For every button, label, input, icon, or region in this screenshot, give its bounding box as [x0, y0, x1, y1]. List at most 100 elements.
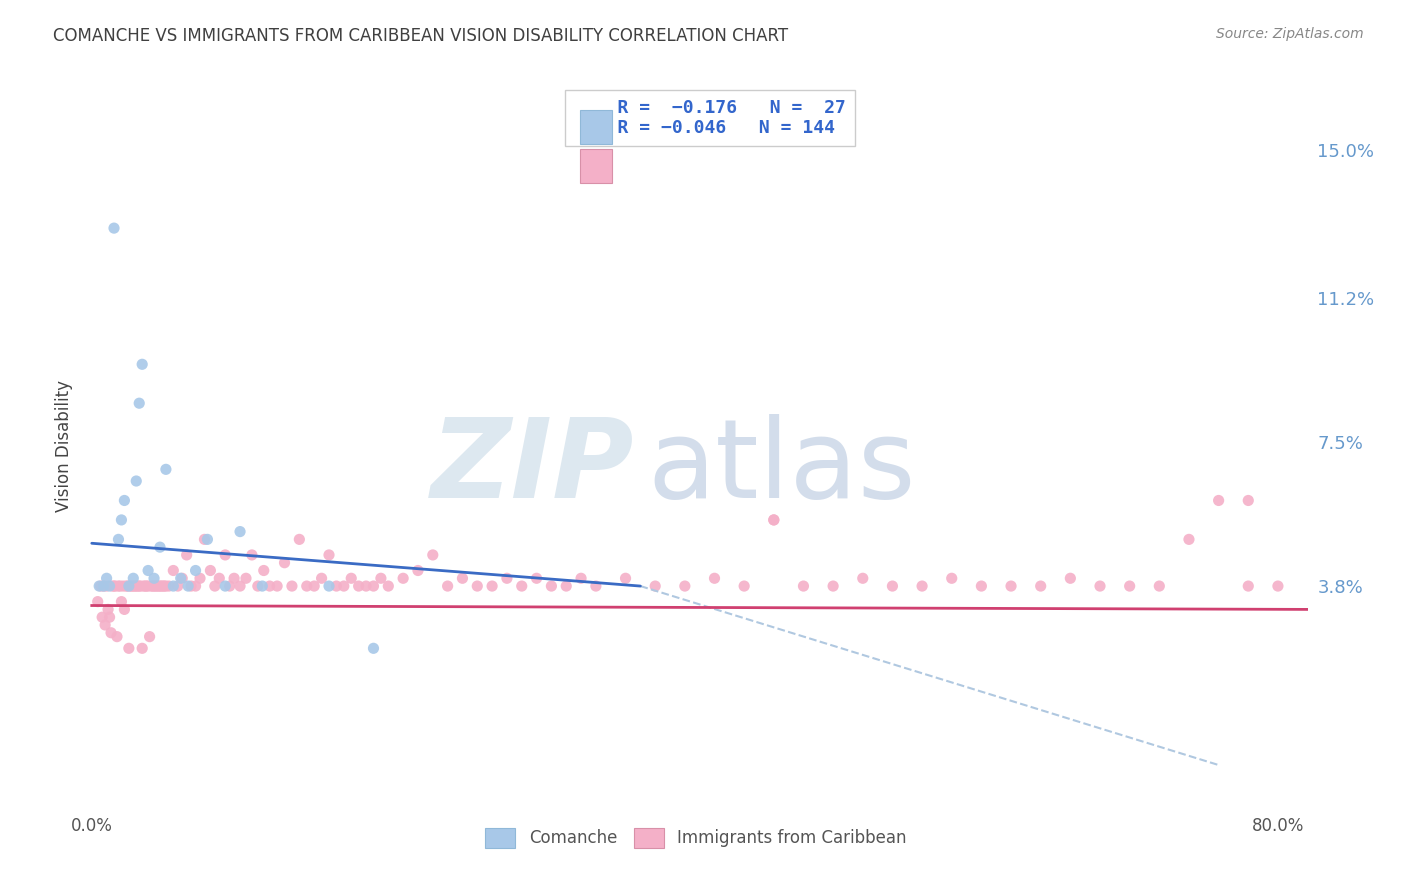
Point [762, 513, 785, 527]
Point [240, 548, 263, 562]
Point [363, 641, 385, 656]
Point [302, 579, 325, 593]
Point [218, 579, 240, 593]
Point [166, 579, 188, 593]
Point [333, 579, 356, 593]
Text: ZIP: ZIP [432, 415, 636, 522]
Point [162, 579, 184, 593]
Point [644, 579, 666, 593]
Point [911, 579, 934, 593]
Point [1267, 579, 1289, 593]
Point [129, 579, 152, 593]
Point [104, 579, 127, 593]
Point [98, 579, 121, 593]
Point [422, 548, 444, 562]
Legend: Comanche, Immigrants from Caribbean: Comanche, Immigrants from Caribbean [478, 821, 914, 855]
Point [143, 571, 166, 585]
Point [318, 548, 340, 562]
Point [481, 579, 503, 593]
Point [762, 513, 785, 527]
Point [823, 579, 845, 593]
Point [103, 221, 125, 235]
Point [1000, 579, 1022, 593]
Point [792, 579, 814, 593]
Point [118, 641, 141, 656]
Point [110, 594, 132, 608]
Point [252, 579, 274, 593]
Point [149, 579, 172, 593]
Point [176, 548, 198, 562]
Point [204, 579, 226, 593]
Point [112, 602, 135, 616]
Point [465, 579, 488, 593]
Point [1088, 579, 1111, 593]
Point [184, 564, 207, 578]
Point [1237, 579, 1260, 593]
Point [155, 579, 177, 593]
Point [128, 579, 150, 593]
Text: R =  −0.176   N =  27
    R = −0.046   N = 144: R = −0.176 N = 27 R = −0.046 N = 144 [574, 99, 845, 137]
Point [288, 533, 311, 547]
Point [143, 579, 166, 593]
Point [340, 571, 363, 585]
Point [526, 571, 548, 585]
Point [132, 579, 155, 593]
Point [93, 579, 115, 593]
Point [184, 579, 207, 593]
Point [377, 579, 399, 593]
Point [266, 579, 288, 593]
Point [131, 357, 153, 371]
Point [882, 579, 904, 593]
Point [117, 579, 139, 593]
Point [108, 579, 131, 593]
Point [193, 533, 215, 547]
Point [259, 579, 281, 593]
Point [139, 579, 162, 593]
Point [197, 533, 219, 547]
Point [136, 564, 159, 578]
Point [354, 579, 377, 593]
Point [214, 548, 236, 562]
Point [451, 571, 474, 585]
Point [91, 610, 114, 624]
Point [253, 564, 276, 578]
Point [214, 579, 236, 593]
Point [121, 579, 143, 593]
Point [229, 579, 252, 593]
Point [200, 564, 222, 578]
Point [134, 579, 156, 593]
Point [157, 579, 180, 593]
Point [406, 564, 429, 578]
Point [150, 579, 173, 593]
Point [101, 579, 124, 593]
Point [392, 571, 415, 585]
Point [295, 579, 318, 593]
Point [852, 571, 875, 585]
Point [107, 533, 129, 547]
Point [112, 493, 135, 508]
Point [142, 579, 165, 593]
Text: COMANCHE VS IMMIGRANTS FROM CARIBBEAN VISION DISABILITY CORRELATION CHART: COMANCHE VS IMMIGRANTS FROM CARIBBEAN VI… [53, 27, 789, 45]
Point [120, 579, 142, 593]
Point [100, 625, 122, 640]
Point [436, 579, 458, 593]
Point [96, 579, 118, 593]
Point [347, 579, 370, 593]
Point [370, 571, 392, 585]
Text: atlas: atlas [647, 415, 915, 522]
Point [93, 579, 115, 593]
Point [733, 579, 755, 593]
FancyBboxPatch shape [579, 149, 612, 183]
Point [149, 540, 172, 554]
Point [208, 571, 231, 585]
Point [540, 579, 562, 593]
Point [138, 630, 160, 644]
Point [170, 571, 193, 585]
Point [131, 641, 153, 656]
Point [110, 513, 132, 527]
Point [90, 579, 112, 593]
Point [97, 602, 120, 616]
Point [1059, 571, 1081, 585]
Point [89, 579, 111, 593]
Point [224, 571, 246, 585]
